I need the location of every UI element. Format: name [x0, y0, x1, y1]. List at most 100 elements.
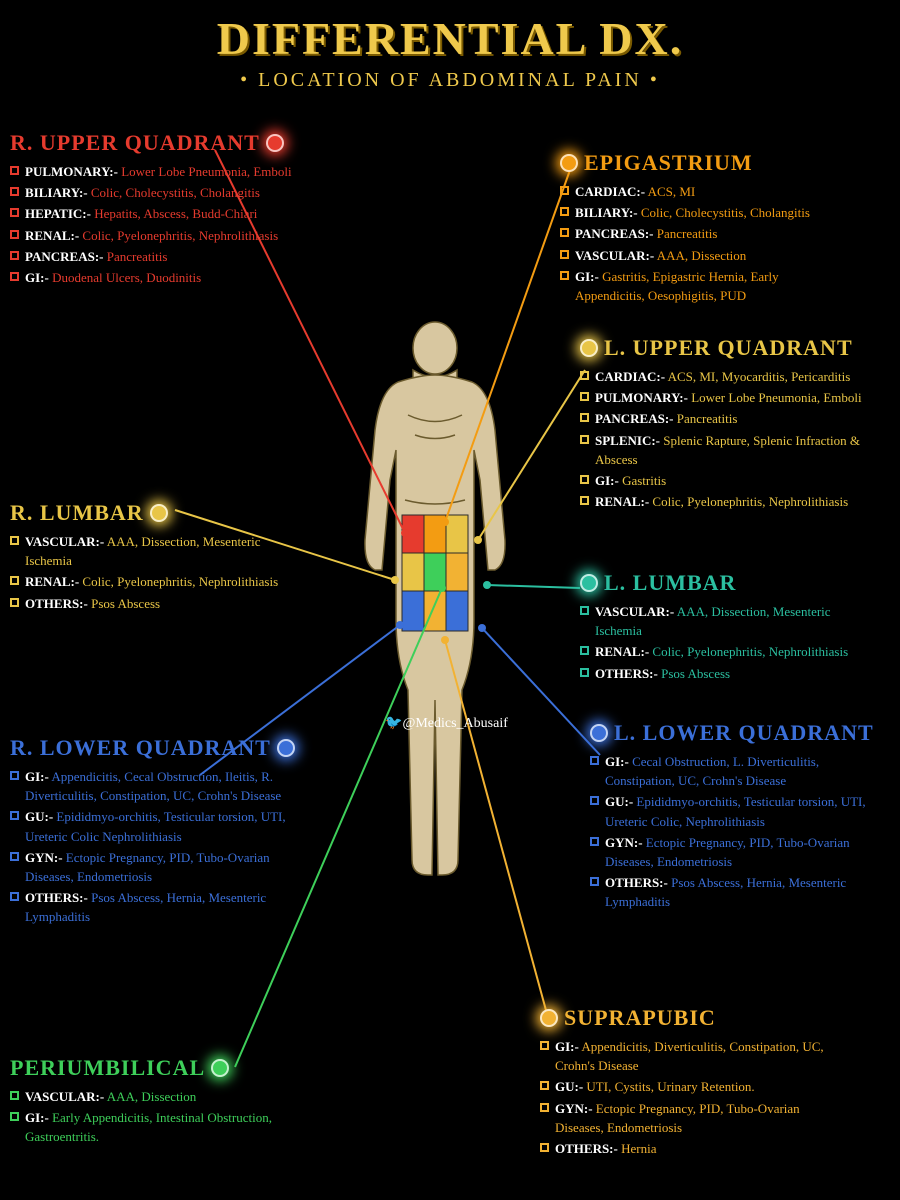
bullet-icon [10, 536, 19, 545]
bullet-icon [580, 392, 589, 401]
category-label: GI:- [575, 269, 599, 284]
items-text: Psos Abscess [88, 596, 160, 611]
category-label: HEPATIC:- [25, 206, 91, 221]
category-label: OTHERS:- [25, 890, 88, 905]
items-text: Colic, Pyelonephritis, Nephrolithiasis [79, 228, 278, 243]
items-text: Pancreatitis [653, 226, 717, 241]
section-title-periumbilical: PERIUMBILICAL [10, 1055, 300, 1081]
category-label: CARDIAC:- [595, 369, 665, 384]
ab-llq [446, 591, 468, 631]
row: GI:- Appendicitis, Diverticulitis, Const… [540, 1037, 830, 1075]
row: HEPATIC:- Hepatits, Abscess, Budd-Chiari [10, 204, 292, 223]
category-label: BILIARY:- [575, 205, 638, 220]
items-text: Duodenal Ulcers, Duodinitis [49, 270, 201, 285]
section-title-text: SUPRAPUBIC [564, 1005, 716, 1031]
items-text: UTI, Cystits, Urinary Retention. [583, 1079, 755, 1094]
bullet-icon [580, 668, 589, 677]
bullet-icon [560, 250, 569, 259]
ab-supra [424, 591, 446, 631]
bullet-icon [540, 1081, 549, 1090]
section-llq: L. LOWER QUADRANTGI:- Cecal Obstruction,… [590, 720, 880, 914]
category-label: VASCULAR:- [25, 534, 104, 549]
category-label: GI:- [595, 473, 619, 488]
items-text: Gastritis [619, 473, 666, 488]
row: GU:- Epididmyo-orchitis, Testicular tors… [10, 807, 300, 845]
section-luq: L. UPPER QUADRANT CARDIAC:- ACS, MI, Myoc… [580, 335, 870, 513]
bullet-icon [580, 646, 589, 655]
bullet-icon [580, 371, 589, 380]
bullet-icon [10, 187, 19, 196]
category-label: OTHERS:- [605, 875, 668, 890]
category-label: OTHERS:- [25, 596, 88, 611]
items-text: Cecal Obstruction, L. Diverticulitis, Co… [605, 754, 819, 788]
section-title-text: L. LUMBAR [604, 570, 736, 596]
bullet-icon [540, 1103, 549, 1112]
items-text: Lower Lobe Pneumonia, Emboli [118, 164, 292, 179]
items-text: Epididmyo-orchitis, Testicular torsion, … [25, 809, 286, 843]
section-title-text: EPIGASTRIUM [584, 150, 753, 176]
bullet-icon [10, 598, 19, 607]
category-label: PANCREAS:- [25, 249, 103, 264]
bullet-icon [10, 272, 19, 281]
bullet-icon [580, 413, 589, 422]
marker-suprapubic [540, 1009, 558, 1027]
bullet-icon [10, 811, 19, 820]
row: GU:- UTI, Cystits, Urinary Retention. [540, 1077, 830, 1096]
category-label: PANCREAS:- [575, 226, 653, 241]
items-text: Colic, Cholecystitis, Cholangitis [638, 205, 810, 220]
section-epigastrium: EPIGASTRIUM CARDIAC:- ACS, MI BILIARY:- Co… [560, 150, 850, 307]
ab-luq [446, 515, 468, 553]
row: OTHERS:- Psos Abscess, Hernia, Mesenteri… [10, 888, 300, 926]
category-label: RENAL:- [25, 228, 79, 243]
row: BILIARY:- Colic, Cholecystitis, Cholangi… [10, 183, 292, 202]
section-llumbar: L. LUMBAR VASCULAR:- AAA, Dissection, Mes… [580, 570, 870, 685]
bullet-icon [10, 166, 19, 175]
items-text: Colic, Cholecystitis, Cholangitis [88, 185, 260, 200]
bullet-icon [10, 251, 19, 260]
category-label: RENAL:- [595, 644, 649, 659]
category-label: VASCULAR:- [595, 604, 674, 619]
section-title-text: L. UPPER QUADRANT [604, 335, 853, 361]
category-label: GYN:- [25, 850, 63, 865]
bullet-icon [590, 756, 599, 765]
bullet-icon [580, 475, 589, 484]
row: GI:- Early Appendicitis, Intestinal Obst… [10, 1108, 300, 1146]
section-title-rlumbar: R. LUMBAR [10, 500, 300, 526]
items-text: AAA, Dissection [104, 1089, 196, 1104]
row: OTHERS:- Psos Abscess [580, 664, 870, 683]
title: DIFFERENTIAL DX. [0, 0, 900, 65]
category-label: GU:- [555, 1079, 583, 1094]
credit: 🐦@Medics_Abusaif [385, 715, 508, 732]
bullet-icon [10, 771, 19, 780]
row: VASCULAR:- AAA, Dissection, Mesenteric I… [580, 602, 870, 640]
bullet-icon [10, 1112, 19, 1121]
section-title-luq: L. UPPER QUADRANT [580, 335, 870, 361]
row: CARDIAC:- ACS, MI [560, 182, 850, 201]
bullet-icon [590, 837, 599, 846]
row: VASCULAR:- AAA, Dissection [560, 246, 850, 265]
items-text: Ectopic Pregnancy, PID, Tubo-Ovarian Dis… [25, 850, 270, 884]
category-label: GI:- [25, 270, 49, 285]
row: GU:- Epididmyo-orchitis, Testicular tors… [590, 792, 880, 830]
section-rlumbar: R. LUMBARVASCULAR:- AAA, Dissection, Mes… [10, 500, 300, 615]
items-text: Lower Lobe Pneumonia, Emboli [688, 390, 862, 405]
ab-peri [424, 553, 446, 591]
items-text: Appendicitis, Cecal Obstruction, Ileitis… [25, 769, 281, 803]
section-title-suprapubic: SUPRAPUBIC [540, 1005, 830, 1031]
bullet-icon [540, 1041, 549, 1050]
row: GI:- Appendicitis, Cecal Obstruction, Il… [10, 767, 300, 805]
bullet-icon [560, 207, 569, 216]
bullet-icon [590, 796, 599, 805]
items-text: ACS, MI [645, 184, 695, 199]
section-title-text: PERIUMBILICAL [10, 1055, 205, 1081]
marker-rlq [277, 739, 295, 757]
items-text: ACS, MI, Myocarditis, Pericarditis [665, 369, 850, 384]
bullet-icon [560, 271, 569, 280]
items-text: Psos Abscess [658, 666, 730, 681]
category-label: RENAL:- [595, 494, 649, 509]
category-label: GI:- [25, 1110, 49, 1125]
row: GYN:- Ectopic Pregnancy, PID, Tubo-Ovari… [10, 848, 300, 886]
ab-rlum [402, 553, 424, 591]
row: PULMONARY:- Lower Lobe Pneumonia, Emboli [10, 162, 292, 181]
row: PANCREAS:- Pancreatitis [10, 247, 292, 266]
